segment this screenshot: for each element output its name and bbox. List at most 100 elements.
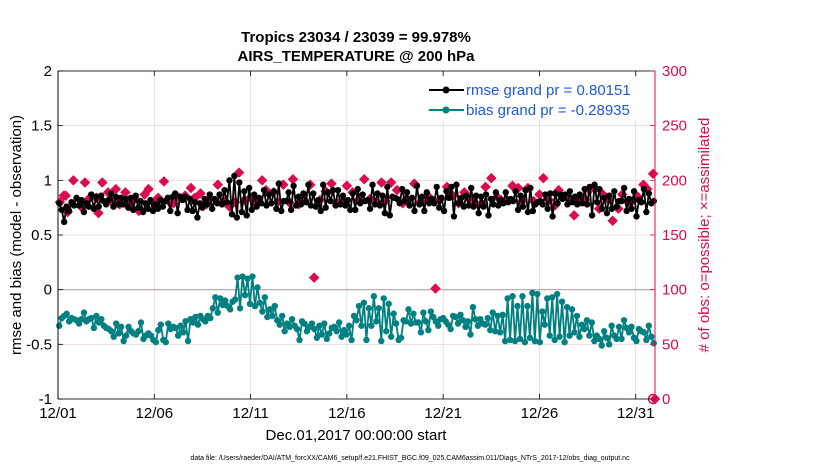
obs-assimilated-point	[341, 180, 353, 192]
rmse-point	[208, 205, 216, 212]
rmse-point	[218, 201, 226, 208]
bias-point	[380, 295, 387, 302]
bias-point	[618, 335, 625, 343]
rmse-point	[273, 205, 280, 212]
rmse-point	[601, 194, 608, 202]
y-tick-label: 1	[44, 172, 52, 189]
y2-tick-label: 50	[662, 336, 679, 353]
rmse-point	[265, 191, 273, 198]
rmse-point	[290, 182, 297, 189]
bias-point	[489, 309, 496, 316]
rmse-point	[421, 207, 428, 215]
rmse-point	[542, 191, 549, 198]
legend: rmse grand pr = 0.80151 bias grand pr = …	[420, 78, 652, 120]
bias-point	[122, 332, 130, 339]
x-tick-label: 12/26	[521, 405, 559, 422]
rmse-point	[270, 188, 278, 195]
bias-point	[534, 290, 541, 298]
rmse-point	[221, 186, 228, 194]
bias-point	[189, 319, 197, 326]
bias-point	[425, 326, 432, 334]
bias-point	[172, 324, 179, 332]
bias-point	[373, 318, 380, 325]
y-tick-label: 2	[44, 63, 52, 80]
bias-point	[177, 322, 184, 329]
legend-bias-marker	[442, 106, 450, 114]
y2-axis-label: # of obs: o=possible; ×=assimilated	[696, 118, 713, 353]
bias-point	[318, 331, 326, 338]
bias-point	[311, 325, 318, 333]
bias-point	[174, 332, 182, 339]
rmse-point	[549, 213, 556, 220]
y-tick-label: 0	[44, 282, 52, 299]
bias-point	[115, 330, 122, 337]
bias-point	[494, 312, 501, 320]
rmse-point	[401, 197, 408, 205]
rmse-point	[611, 188, 618, 195]
rmse-point	[324, 189, 332, 196]
obs-assimilated-point	[256, 174, 268, 186]
rmse-point	[468, 184, 475, 192]
bias-point	[536, 338, 544, 346]
y-tick-label: -1	[39, 391, 52, 408]
x-axis-label: Dec.01,2017 00:00:00 start	[266, 427, 448, 444]
rmse-point	[650, 197, 657, 205]
bias-point	[316, 322, 323, 329]
rmse-point	[581, 185, 588, 193]
bias-point	[269, 312, 276, 320]
rmse-point	[376, 202, 384, 209]
rmse-point	[223, 199, 231, 206]
bias-point	[492, 328, 499, 335]
obs-assimilated-point	[430, 283, 441, 294]
legend-box	[420, 78, 652, 120]
rmse-point	[206, 191, 213, 198]
bias-point	[90, 324, 98, 332]
bias-point	[120, 337, 127, 345]
rmse-point	[127, 194, 134, 202]
rmse-point	[60, 218, 68, 226]
rmse-point	[509, 197, 517, 205]
bias-point	[155, 326, 162, 334]
bias-point	[620, 317, 628, 324]
rmse-point	[245, 184, 253, 192]
rmse-point	[588, 212, 596, 219]
legend-rmse-marker	[442, 86, 450, 94]
rmse-point	[544, 205, 551, 212]
rmse-point	[463, 192, 470, 199]
rmse-point	[228, 211, 236, 218]
x-tick-label: 12/06	[136, 405, 174, 422]
series-layer	[54, 167, 661, 405]
rmse-point	[319, 181, 327, 188]
obs-assimilated-point	[607, 215, 618, 227]
rmse-point	[80, 208, 88, 216]
bias-point	[601, 328, 608, 335]
bias-point	[301, 320, 308, 327]
bias-point	[239, 273, 246, 280]
bias-point	[293, 325, 301, 333]
bias-point	[157, 321, 165, 328]
bias-point	[521, 338, 529, 346]
bias-point	[546, 332, 553, 339]
rmse-point	[226, 177, 233, 184]
rmse-point	[342, 202, 349, 209]
rmse-point	[480, 203, 487, 210]
rmse-point	[300, 190, 307, 197]
axis-ticks: 12/01 12/06 12/11 12/16 12/21 12/26 12/31 -1 -0.…	[26, 63, 687, 422]
bias-point	[236, 305, 244, 312]
bias-point	[506, 336, 514, 344]
bias-point	[509, 293, 516, 300]
obs-assimilated-point	[358, 173, 370, 185]
bias-point	[281, 328, 288, 335]
rmse-point	[625, 195, 633, 203]
bias-point	[98, 315, 105, 323]
bias-point	[524, 302, 531, 310]
rmse-point	[347, 206, 354, 214]
bias-point	[358, 322, 365, 329]
rmse-point	[241, 188, 248, 195]
bias-point	[648, 333, 655, 340]
bias-point	[251, 302, 259, 310]
bias-point	[392, 320, 400, 327]
bias-point	[474, 322, 482, 329]
rmse-point	[134, 204, 142, 211]
bias-point	[519, 293, 526, 300]
